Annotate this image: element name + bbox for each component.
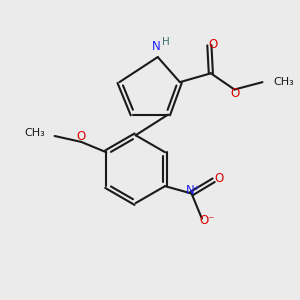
Text: O: O [208,38,218,51]
Text: H: H [162,37,170,47]
Text: O: O [214,172,224,185]
Text: N: N [152,40,161,53]
Text: CH₃: CH₃ [274,77,294,87]
Text: O: O [230,87,240,101]
Text: CH₃: CH₃ [24,128,45,138]
Text: O: O [76,130,86,143]
Text: N⁺: N⁺ [186,184,200,197]
Text: O⁻: O⁻ [200,214,215,227]
